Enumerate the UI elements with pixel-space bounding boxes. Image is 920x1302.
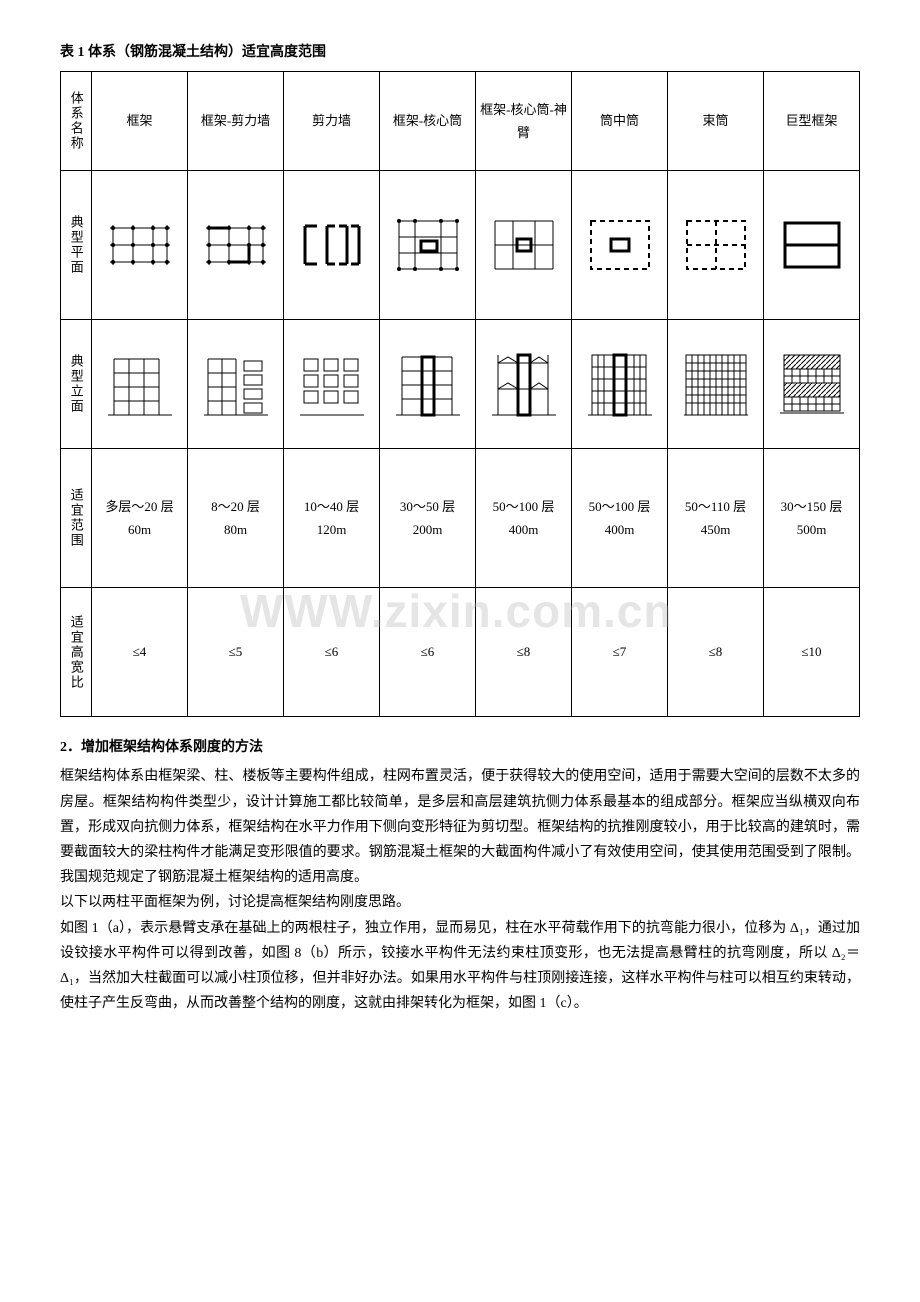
ratio-3: ≤6	[380, 588, 476, 717]
plan-4	[476, 171, 572, 320]
row-range: 适宜范围 多层～20 层60m 8～20 层80m 10～40 层120m 30…	[61, 449, 860, 588]
elev-frame-icon	[104, 349, 176, 419]
rowlabel-elev: 典型立面	[61, 320, 92, 449]
paragraph-3: 如图 1（a），表示悬臂支承在基础上的两根柱子，独立作用，显而易见，柱在水平荷载…	[60, 916, 860, 1017]
col-name-6: 束筒	[668, 72, 764, 171]
plan-frame-icon	[105, 218, 175, 272]
range-1: 8～20 层80m	[188, 449, 284, 588]
paragraph-1: 框架结构体系由框架梁、柱、楼板等主要构件组成，柱网布置灵活，便于获得较大的使用空…	[60, 764, 860, 890]
range-4: 50～100 层400m	[476, 449, 572, 588]
structure-table: 体系名称 框架 框架-剪力墙 剪力墙 框架-核心筒 框架-核心筒-神臂 筒中筒 …	[60, 71, 860, 717]
range-5: 50～100 层400m	[572, 449, 668, 588]
plan-5	[572, 171, 668, 320]
plan-7	[764, 171, 860, 320]
plan-tubeintube-icon	[585, 215, 655, 275]
ratio-1: ≤5	[188, 588, 284, 717]
row-ratio: 适宜高宽比 ≤4 ≤5 ≤6 ≤6 ≤8 ≤7 ≤8 ≤10	[61, 588, 860, 717]
elev-tubeintube-icon	[584, 349, 656, 419]
ratio-2: ≤6	[284, 588, 380, 717]
col-name-1: 框架-剪力墙	[188, 72, 284, 171]
ratio-0: ≤4	[92, 588, 188, 717]
paragraph-2: 以下以两柱平面框架为例，讨论提高框架结构刚度思路。	[60, 890, 860, 915]
elev-0	[92, 320, 188, 449]
elev-6	[668, 320, 764, 449]
plan-0	[92, 171, 188, 320]
rowlabel-name: 体系名称	[61, 72, 92, 171]
col-name-5: 筒中筒	[572, 72, 668, 171]
table-caption: 表 1 体系（钢筋混凝土结构）适宜高度范围	[60, 40, 860, 65]
ratio-7: ≤10	[764, 588, 860, 717]
range-6: 50～110 层450m	[668, 449, 764, 588]
plan-outrigger-icon	[489, 215, 559, 275]
elev-5	[572, 320, 668, 449]
ratio-4: ≤8	[476, 588, 572, 717]
elev-frameshear-icon	[200, 349, 272, 419]
col-name-7: 巨型框架	[764, 72, 860, 171]
elev-7	[764, 320, 860, 449]
range-0: 多层～20 层60m	[92, 449, 188, 588]
range-7: 30～150 层500m	[764, 449, 860, 588]
range-3: 30～50 层200m	[380, 449, 476, 588]
plan-megaframe-icon	[777, 215, 847, 275]
row-name: 体系名称 框架 框架-剪力墙 剪力墙 框架-核心筒 框架-核心筒-神臂 筒中筒 …	[61, 72, 860, 171]
elev-1	[188, 320, 284, 449]
plan-frame-shear-icon	[201, 218, 271, 272]
range-2: 10～40 层120m	[284, 449, 380, 588]
row-plan: 典型平面	[61, 171, 860, 320]
plan-3	[380, 171, 476, 320]
elev-4	[476, 320, 572, 449]
elev-outrigger-icon	[488, 349, 560, 419]
plan-6	[668, 171, 764, 320]
elev-bundled-icon	[680, 349, 752, 419]
ratio-6: ≤8	[668, 588, 764, 717]
col-name-4: 框架-核心筒-神臂	[476, 72, 572, 171]
rowlabel-ratio: 适宜高宽比	[61, 588, 92, 717]
ratio-5: ≤7	[572, 588, 668, 717]
elev-megaframe-icon	[776, 349, 848, 419]
elev-shearwall-icon	[296, 349, 368, 419]
col-name-0: 框架	[92, 72, 188, 171]
rowlabel-range: 适宜范围	[61, 449, 92, 588]
section2-heading: 2．增加框架结构体系刚度的方法	[60, 735, 860, 760]
row-elevation: 典型立面	[61, 320, 860, 449]
elev-3	[380, 320, 476, 449]
plan-bundledtube-icon	[681, 215, 751, 275]
elev-2	[284, 320, 380, 449]
col-name-3: 框架-核心筒	[380, 72, 476, 171]
plan-2	[284, 171, 380, 320]
plan-1	[188, 171, 284, 320]
elev-core-icon	[392, 349, 464, 419]
plan-shearwall-icon	[297, 218, 367, 272]
col-name-2: 剪力墙	[284, 72, 380, 171]
plan-core-icon	[393, 215, 463, 275]
page: 表 1 体系（钢筋混凝土结构）适宜高度范围 体系名称 框架 框架-剪力墙 剪力墙…	[60, 40, 860, 1016]
rowlabel-plan: 典型平面	[61, 171, 92, 320]
